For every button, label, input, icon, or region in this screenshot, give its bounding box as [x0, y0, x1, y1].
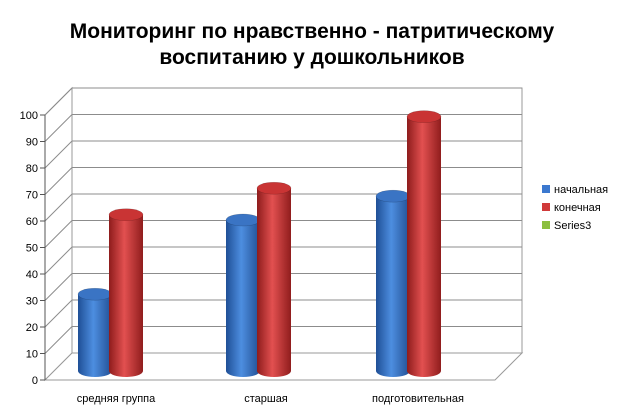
gridline-side — [44, 114, 73, 142]
y-tick-label: 100 — [20, 110, 38, 122]
bar-начальная-1 — [78, 294, 112, 377]
bar-top-конечная-3 — [406, 110, 442, 123]
bar-конечная-2 — [257, 188, 291, 377]
legend-label-1: начальная — [554, 184, 608, 196]
gridline-side — [44, 87, 73, 116]
chart-title-line-2: воспитанию у дошкольников — [159, 46, 464, 69]
gridline-side — [44, 140, 73, 169]
x-axis-categories: средняя группа старшая подготовительная — [77, 393, 464, 405]
y-tick-label: 90 — [26, 137, 38, 149]
legend-swatch-1 — [542, 185, 550, 193]
y-tick-label: 70 — [26, 190, 38, 202]
y-tick-label: 50 — [26, 243, 38, 255]
bars — [77, 110, 442, 378]
y-tick-label: 80 — [26, 163, 38, 175]
bar-начальная-3 — [376, 196, 410, 377]
bar-top-конечная-1 — [108, 208, 144, 221]
legend-label-2: конечная — [554, 202, 601, 214]
gridline-side — [44, 167, 73, 195]
y-tick-label: 0 — [32, 375, 38, 387]
gridline-side — [44, 246, 73, 275]
gridline-side — [44, 273, 73, 301]
y-tick-label: 60 — [26, 216, 38, 228]
bar-начальная-2 — [226, 220, 260, 377]
y-tick-label: 30 — [26, 296, 38, 308]
y-axis-ticks: 0 10 20 30 40 50 60 70 80 90 100 — [20, 110, 46, 387]
legend-label-3: Series3 — [554, 220, 591, 232]
x-category-label: подготовительная — [372, 393, 464, 405]
gridline-side — [44, 193, 73, 222]
bar-top-начальная-2 — [225, 213, 261, 227]
bar-конечная-1 — [109, 214, 143, 377]
legend: начальная конечная Series3 — [542, 184, 608, 232]
y-tick-label: 10 — [26, 349, 38, 361]
bar-конечная-3 — [407, 116, 441, 378]
bar-top-начальная-1 — [77, 287, 113, 301]
legend-swatch-3 — [542, 221, 550, 229]
x-category-label: старшая — [244, 393, 288, 405]
x-category-label: средняя группа — [77, 393, 156, 405]
y-tick-label: 20 — [26, 322, 38, 334]
gridline-side — [44, 326, 73, 354]
bar-top-конечная-2 — [256, 181, 292, 195]
chart-title-line-1: Мониторинг по нравственно - патритическо… — [70, 20, 555, 43]
bar-top-начальная-3 — [375, 189, 411, 203]
gridline-side — [44, 220, 73, 248]
gridline-side — [44, 299, 73, 328]
gridlines — [44, 87, 522, 354]
legend-swatch-2 — [542, 203, 550, 211]
y-tick-label: 40 — [26, 269, 38, 281]
